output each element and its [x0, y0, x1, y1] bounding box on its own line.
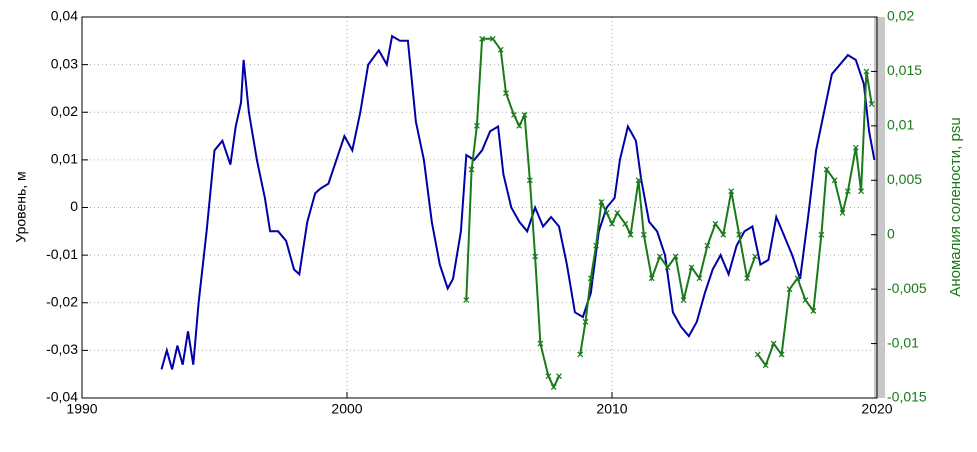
marker	[577, 351, 584, 358]
y2-tick-label: 0,01	[887, 117, 914, 133]
marker	[463, 297, 470, 303]
marker	[720, 231, 727, 238]
marker	[868, 101, 875, 108]
shaded-band	[874, 17, 885, 398]
marker	[696, 275, 703, 282]
marker	[556, 373, 562, 380]
line	[160, 34, 876, 370]
marker	[656, 253, 663, 260]
marker	[863, 68, 870, 75]
y2-axis-label: Аномалия солености, psu	[947, 117, 964, 296]
marker	[712, 220, 719, 227]
marker	[844, 188, 851, 195]
x-tick-label: 2010	[596, 401, 627, 417]
y-tick-label: 0,04	[51, 8, 78, 24]
y2-tick-label: -0,015	[887, 389, 927, 405]
marker	[503, 90, 509, 97]
y-tick-label: 0	[70, 198, 78, 214]
marker	[736, 231, 743, 238]
marker	[688, 264, 695, 271]
marker	[818, 231, 825, 238]
x-tick-label: 2020	[861, 401, 892, 417]
marker	[582, 318, 589, 325]
marker	[587, 275, 594, 282]
marker	[635, 177, 642, 184]
marker	[521, 112, 528, 118]
marker	[778, 351, 785, 358]
marker	[640, 231, 647, 238]
y-tick-label: 0,01	[51, 151, 78, 167]
y2-tick-label: 0,02	[887, 8, 914, 24]
plot-frame	[81, 16, 878, 399]
marker	[532, 253, 539, 260]
marker	[744, 275, 751, 282]
marker	[802, 297, 809, 303]
marker	[609, 220, 615, 227]
marker	[704, 242, 711, 249]
marker	[648, 275, 655, 282]
y-tick-label: -0,01	[46, 246, 78, 262]
marker	[752, 253, 759, 260]
marker	[664, 264, 671, 271]
marker	[473, 122, 480, 129]
marker	[550, 384, 557, 391]
marker	[754, 351, 761, 358]
y2-tick-label: 0,015	[887, 62, 922, 78]
marker	[545, 373, 552, 380]
y-tick-label: -0,02	[46, 293, 78, 309]
marker	[770, 340, 777, 347]
marker	[511, 112, 517, 118]
y2-tick-label: 0,005	[887, 171, 922, 187]
marker	[489, 35, 496, 42]
marker	[762, 362, 769, 369]
y2-tick-label: -0,005	[887, 280, 927, 296]
marker	[497, 46, 504, 53]
marker	[468, 166, 475, 173]
marker	[516, 122, 523, 129]
marker	[858, 188, 865, 195]
y-tick-label: -0,04	[46, 389, 78, 405]
marker	[479, 35, 486, 42]
marker	[622, 220, 629, 227]
marker	[593, 242, 600, 249]
y-axis-label: Уровень, м	[13, 171, 29, 242]
marker	[598, 199, 605, 205]
marker	[786, 286, 793, 293]
marker	[728, 188, 735, 195]
marker	[823, 166, 830, 173]
x-tick-label: 2000	[331, 401, 362, 417]
marker	[603, 210, 610, 216]
x-tick-label: 1990	[66, 401, 97, 417]
marker	[852, 144, 859, 151]
marker	[680, 297, 687, 303]
y-tick-label: 0,02	[51, 103, 78, 119]
y2-tick-label: -0,01	[887, 334, 919, 350]
marker	[614, 210, 621, 216]
marker	[526, 177, 533, 184]
marker	[672, 253, 679, 260]
marker	[831, 177, 838, 184]
marker	[794, 275, 801, 282]
marker	[627, 231, 634, 238]
y2-tick-label: 0	[887, 225, 895, 241]
marker	[810, 307, 817, 314]
marker	[839, 210, 846, 216]
line	[465, 37, 873, 390]
y-tick-label: 0,03	[51, 55, 78, 71]
y-tick-label: -0,03	[46, 341, 78, 357]
marker	[537, 340, 544, 347]
